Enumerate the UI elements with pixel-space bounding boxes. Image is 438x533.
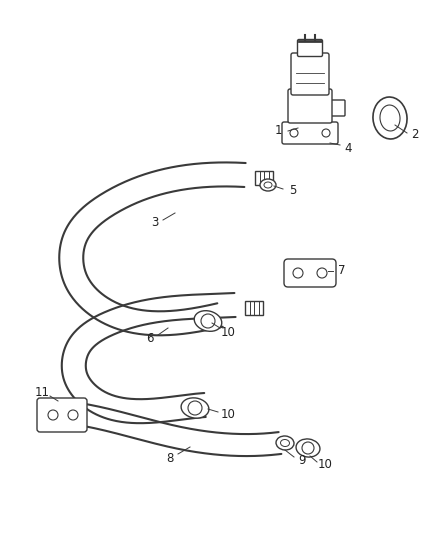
Text: 7: 7 — [338, 264, 346, 278]
Polygon shape — [255, 171, 273, 185]
Circle shape — [188, 401, 202, 415]
Ellipse shape — [181, 398, 209, 418]
Ellipse shape — [276, 436, 294, 450]
Circle shape — [302, 442, 314, 454]
Polygon shape — [245, 301, 263, 315]
Text: 10: 10 — [221, 408, 236, 422]
FancyBboxPatch shape — [291, 53, 329, 95]
Ellipse shape — [260, 179, 276, 191]
Text: 9: 9 — [298, 454, 306, 466]
Text: 5: 5 — [290, 184, 297, 198]
Text: 6: 6 — [146, 332, 154, 344]
Text: 10: 10 — [318, 458, 332, 472]
Ellipse shape — [280, 440, 290, 447]
Polygon shape — [59, 163, 246, 335]
Text: 11: 11 — [35, 386, 49, 400]
Text: 10: 10 — [221, 327, 236, 340]
Text: 3: 3 — [151, 216, 159, 230]
Text: 4: 4 — [344, 141, 352, 155]
Polygon shape — [71, 402, 281, 456]
Text: 2: 2 — [411, 128, 419, 141]
FancyBboxPatch shape — [282, 122, 338, 144]
FancyBboxPatch shape — [297, 39, 322, 56]
Ellipse shape — [264, 182, 272, 188]
FancyBboxPatch shape — [288, 89, 332, 123]
Text: 8: 8 — [166, 451, 174, 464]
FancyBboxPatch shape — [327, 100, 345, 116]
FancyBboxPatch shape — [37, 398, 87, 432]
Ellipse shape — [296, 439, 320, 457]
Text: 1: 1 — [274, 125, 282, 138]
FancyBboxPatch shape — [284, 259, 336, 287]
Circle shape — [201, 314, 215, 328]
Ellipse shape — [194, 311, 222, 332]
Polygon shape — [62, 293, 236, 423]
